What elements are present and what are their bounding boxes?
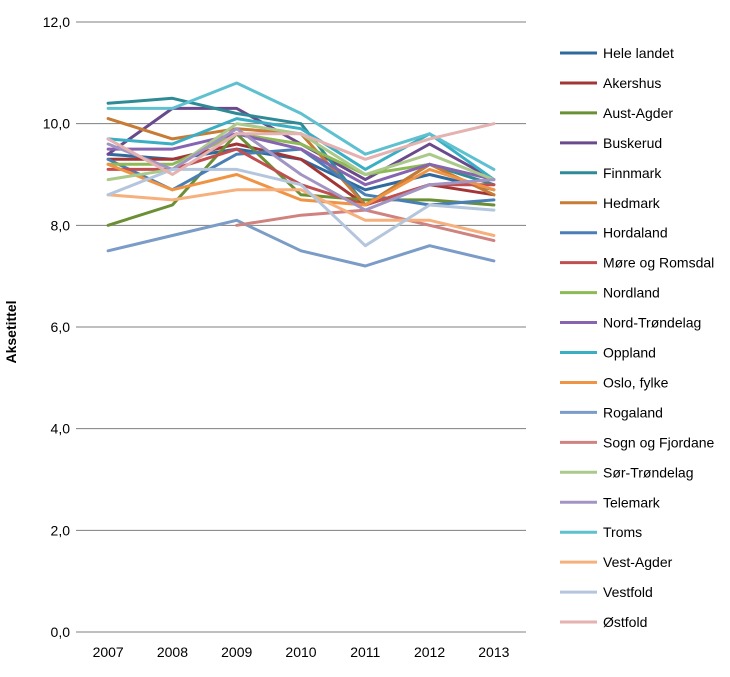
legend-label: Finnmark [603, 165, 662, 181]
y-axis-label: Aksetittel [3, 300, 19, 363]
x-tick-label: 2009 [221, 644, 252, 660]
legend-label: Oppland [603, 345, 656, 361]
legend-label: Nord-Trøndelag [603, 315, 701, 331]
legend-label: Telemark [603, 494, 661, 510]
series-line-troms [106, 81, 496, 171]
series-line-hedmark [106, 117, 496, 207]
series-line-vest-agder [106, 188, 496, 237]
y-tick-labels: 0,0 2,0 4,0 6,0 8,0 10,0 12,0 [43, 14, 70, 640]
series-line-rogaland [106, 218, 496, 268]
x-tick-label: 2010 [285, 644, 316, 660]
legend-label: Møre og Romsdal [603, 255, 714, 271]
x-tick-labels: 2007 2008 2009 2010 2011 2012 2013 [93, 644, 510, 660]
x-tick-label: 2013 [478, 644, 509, 660]
y-tick-label: 8,0 [51, 217, 71, 233]
series-line-østfold [106, 122, 496, 176]
y-tick-label: 6,0 [51, 319, 71, 335]
y-tick-label: 2,0 [51, 522, 71, 538]
gridlines [76, 21, 526, 531]
y-tick-label: 12,0 [43, 14, 70, 30]
series-line-nord-trøndelag [106, 132, 496, 187]
legend-label: Akershus [603, 75, 661, 91]
legend-label: Østfold [603, 614, 647, 630]
legend-label: Sør-Trøndelag [603, 464, 694, 480]
legend-label: Hedmark [603, 195, 661, 211]
legend-label: Vest-Agder [603, 554, 673, 570]
legend-label: Rogaland [603, 404, 663, 420]
legend-label: Sogn og Fjordane [603, 434, 715, 450]
legend-label: Buskerud [603, 135, 662, 151]
series-line-vestfold [106, 167, 496, 248]
y-tick-label: 4,0 [51, 421, 71, 437]
y-tick-label: 0,0 [51, 624, 71, 640]
series-line-oslo-fylke [106, 162, 496, 207]
legend: Hele landet Akershus Aust-Agder Buskerud Fin… [560, 45, 715, 630]
legend-label: Hordaland [603, 225, 668, 241]
series-line-aust-agder [106, 132, 496, 227]
legend-label: Oslo, fylke [603, 374, 669, 390]
legend-label: Vestfold [603, 584, 653, 600]
x-tick-label: 2011 [350, 644, 380, 660]
series-lines [106, 81, 496, 268]
x-tick-label: 2012 [414, 644, 445, 660]
x-tick-label: 2008 [157, 644, 188, 660]
legend-label: Aust-Agder [603, 105, 673, 121]
y-tick-label: 10,0 [43, 116, 70, 132]
legend-label: Nordland [603, 285, 660, 301]
x-tick-label: 2007 [93, 644, 124, 660]
legend-label: Troms [603, 524, 642, 540]
legend-label: Hele landet [603, 45, 674, 61]
